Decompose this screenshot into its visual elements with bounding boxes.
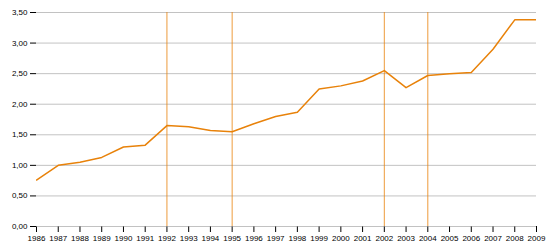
- svg-text:2006: 2006: [462, 234, 480, 243]
- svg-text:2007: 2007: [484, 234, 502, 243]
- svg-text:2,00: 2,00: [12, 100, 28, 109]
- svg-text:1989: 1989: [93, 234, 111, 243]
- svg-text:1994: 1994: [202, 234, 220, 243]
- svg-text:1993: 1993: [180, 234, 198, 243]
- svg-text:1999: 1999: [310, 234, 328, 243]
- svg-text:2005: 2005: [441, 234, 459, 243]
- svg-text:0,50: 0,50: [12, 191, 28, 200]
- svg-text:3,50: 3,50: [12, 8, 28, 17]
- svg-text:3,00: 3,00: [12, 39, 28, 48]
- svg-text:1988: 1988: [71, 234, 89, 243]
- svg-text:1,00: 1,00: [12, 161, 28, 170]
- svg-text:1990: 1990: [115, 234, 133, 243]
- svg-text:2008: 2008: [506, 234, 524, 243]
- svg-text:2001: 2001: [354, 234, 372, 243]
- svg-text:2,50: 2,50: [12, 69, 28, 78]
- svg-text:1991: 1991: [136, 234, 154, 243]
- svg-text:1995: 1995: [223, 234, 241, 243]
- svg-text:0,00: 0,00: [12, 222, 28, 231]
- svg-text:2000: 2000: [332, 234, 350, 243]
- svg-text:2003: 2003: [397, 234, 415, 243]
- svg-text:1998: 1998: [288, 234, 306, 243]
- svg-text:1997: 1997: [267, 234, 285, 243]
- svg-text:2009: 2009: [528, 234, 546, 243]
- svg-text:1987: 1987: [49, 234, 67, 243]
- svg-text:2002: 2002: [375, 234, 393, 243]
- svg-text:1986: 1986: [28, 234, 46, 243]
- svg-text:1996: 1996: [245, 234, 263, 243]
- svg-text:1,50: 1,50: [12, 130, 28, 139]
- svg-text:2004: 2004: [419, 234, 437, 243]
- svg-text:1992: 1992: [158, 234, 176, 243]
